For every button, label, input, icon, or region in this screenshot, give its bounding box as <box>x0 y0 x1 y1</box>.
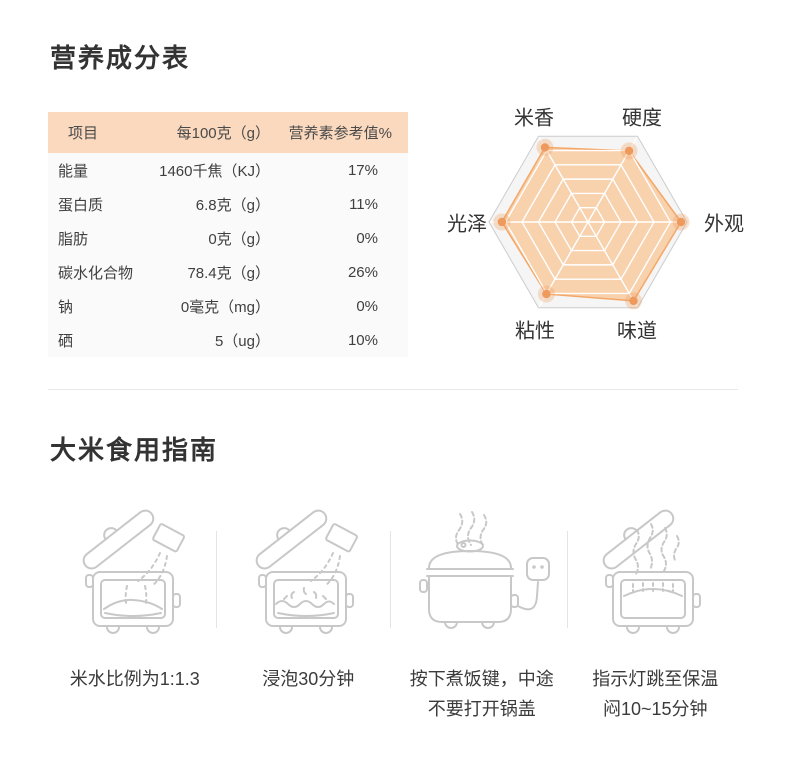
column-header-item: 项目 <box>68 125 99 142</box>
guide-step: 浸泡30分钟 <box>222 508 396 724</box>
radar-axis-label: 米香 <box>514 107 554 130</box>
radar-data-point <box>540 143 550 152</box>
nutrition-table-body: 能量 1460千焦（KJ） 17% 蛋白质 6.8克（g） 11% 脂肪 0克（g） 0% 碳水化… <box>48 153 408 357</box>
rice-cooker-keep-warm-icon <box>602 509 702 634</box>
nutrition-table-row: 能量 1460千焦（KJ） 17% <box>48 153 408 187</box>
radar-data-point <box>676 217 686 227</box>
step-caption: 指示灯跳至保温 闷10~15分钟 <box>592 664 718 724</box>
nutrition-table-cell: 碳水化合物 <box>58 264 134 282</box>
nutrition-section-title: 营养成分表 <box>50 43 191 73</box>
column-header-nrv: 营养素参考值% <box>288 125 392 142</box>
step-caption-line: 指示灯跳至保温 <box>592 669 719 689</box>
radar-axis-label: 硬度 <box>622 107 662 130</box>
nutrition-table-header: 项目 每100克（g） 营养素参考值% <box>48 112 408 153</box>
nutrition-table-cell: 0毫克（mg） <box>180 298 270 316</box>
nutrition-table-row: 蛋白质 6.8克（g） 11% <box>48 187 408 221</box>
nutrition-table-cell: 11% <box>349 195 378 213</box>
nutrition-table-cell: 1460千焦（KJ） <box>159 162 270 180</box>
step-caption-line: 米水比例为1:1.3 <box>69 669 200 689</box>
radar-axis-label: 光泽 <box>447 213 487 236</box>
step-divider <box>390 531 391 628</box>
radar-axis-label: 外观 <box>704 213 744 236</box>
rice-cooker-soak-icon <box>255 509 359 634</box>
radar-axis-label: 味道 <box>617 320 657 343</box>
radar-data-point <box>542 289 551 299</box>
step-divider <box>567 531 568 628</box>
rice-cooker-cooking-icon <box>418 511 550 629</box>
nutrition-table-cell: 硒 <box>58 332 74 350</box>
nutrition-table-cell: 脂肪 <box>58 230 89 248</box>
nutrition-table-row: 脂肪 0克（g） 0% <box>48 221 408 255</box>
step-caption-line: 按下煮饭键，中途 <box>409 669 554 689</box>
nutrition-table-row: 钠 0毫克（mg） 0% <box>48 289 408 323</box>
radar-axis-label: 粘性 <box>515 320 555 343</box>
column-header-per-100g: 每100克（g） <box>176 125 270 142</box>
step-caption-line: 闷10~15分钟 <box>602 699 708 719</box>
step-caption: 米水比例为1:1.3 <box>70 664 200 694</box>
step-caption-line: 浸泡30分钟 <box>262 669 355 689</box>
guide-step: 按下煮饭键，中途 不要打开锅盖 <box>395 508 569 724</box>
nutrition-table-row: 碳水化合物 78.4克（g） 26% <box>48 255 408 289</box>
step-caption-line: 不要打开锅盖 <box>427 699 536 719</box>
radar-data-point <box>497 217 507 227</box>
radar-chart-svg <box>488 135 690 310</box>
radar-data-point <box>624 146 634 156</box>
nutrition-table-cell: 78.4克（g） <box>187 264 270 282</box>
radar-grid-border <box>488 135 688 309</box>
radar-grid-spoke <box>587 221 639 309</box>
nutrition-table-cell: 0克（g） <box>208 230 270 248</box>
nutrition-table-cell: 10% <box>347 331 378 349</box>
nutrition-table-cell: 5（ug） <box>214 332 270 350</box>
nutrition-table-cell: 17% <box>347 161 378 179</box>
section-divider <box>48 389 738 390</box>
guide-section-title: 大米食用指南 <box>50 435 219 465</box>
nutrition-table: 项目 每100克（g） 营养素参考值% 能量 1460千焦（KJ） 17% 蛋白质 6.… <box>48 112 408 357</box>
cooking-guide-steps: 米水比例为1:1.3 <box>48 508 742 724</box>
rice-cooker-add-rice-icon <box>82 509 185 634</box>
taste-radar-chart: 米香 硬度 外观 味道 粘性 光泽 <box>430 92 790 358</box>
step-caption: 按下煮饭键，中途 不要打开锅盖 <box>410 664 554 724</box>
guide-step: 米水比例为1:1.3 <box>48 508 222 724</box>
nutrition-table-row: 硒 5（ug） 10% <box>48 323 408 357</box>
guide-step: 指示灯跳至保温 闷10~15分钟 <box>569 508 743 724</box>
nutrition-table-cell: 钠 <box>58 298 74 316</box>
nutrition-table-cell: 0% <box>356 229 378 247</box>
nutrition-table-cell: 能量 <box>58 162 89 180</box>
nutrition-table-cell: 0% <box>356 297 378 315</box>
nutrition-table-cell: 蛋白质 <box>58 196 104 214</box>
nutrition-table-cell: 26% <box>347 263 378 281</box>
step-divider <box>216 531 217 628</box>
radar-data-point <box>629 296 638 306</box>
step-caption: 浸泡30分钟 <box>262 664 354 694</box>
nutrition-table-cell: 6.8克（g） <box>195 196 270 214</box>
